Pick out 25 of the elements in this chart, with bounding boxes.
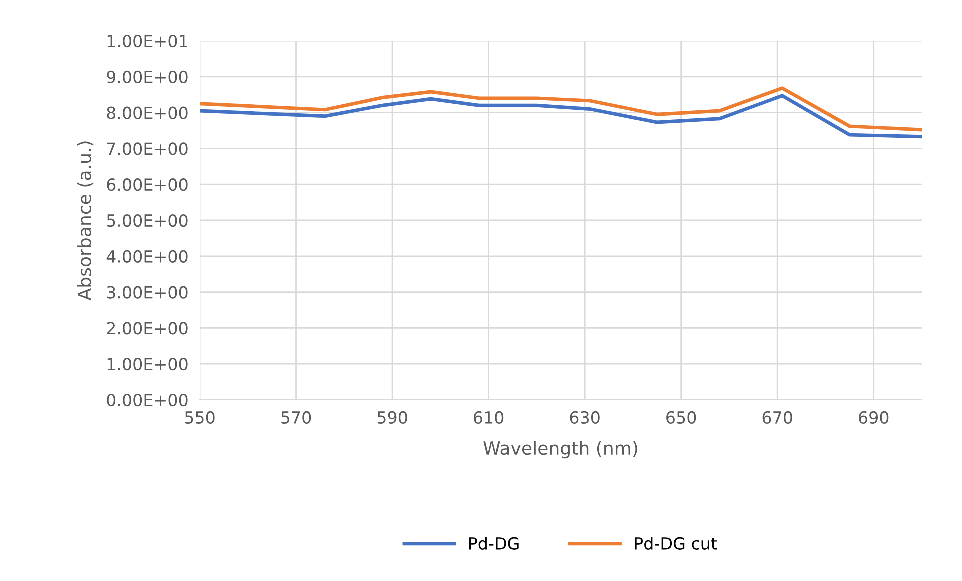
y-tick-label: 8.00E+00	[107, 106, 188, 120]
y-tick-label: 3.00E+00	[107, 286, 188, 299]
y-tick-label: 4.00E+00	[106, 250, 188, 263]
x-axis-title: Wavelength (nm)	[484, 441, 638, 459]
legend-label: Pd-DG	[469, 537, 519, 550]
x-tick-label: 550	[185, 411, 215, 424]
y-tick-label: 5.00E+00	[107, 214, 188, 228]
x-tick-label: 630	[570, 411, 600, 424]
x-tick-label: 610	[474, 411, 504, 424]
legend-label: Pd-DG cut	[635, 537, 718, 550]
y-tick-label: 2.00E+00	[107, 322, 188, 335]
y-tick-label: 1.00E+01	[108, 34, 188, 48]
line-series	[200, 86, 922, 132]
x-tick-label: 590	[378, 411, 408, 424]
y-tick-label: 6.00E+00	[107, 178, 188, 192]
x-tick-label: 650	[666, 411, 696, 424]
x-tick-label: 570	[282, 411, 312, 424]
y-tick-label: 7.00E+00	[107, 142, 188, 156]
y-axis-title: Absorbance (a.u.)	[77, 142, 94, 301]
y-tick-label: 1.00E+00	[108, 358, 188, 371]
line-series	[200, 94, 922, 139]
y-tick-label: 0.00E+00	[107, 394, 188, 407]
x-tick-label: 690	[859, 411, 889, 424]
y-tick-label: 9.00E+00	[107, 70, 188, 84]
x-tick-label: 670	[762, 411, 792, 424]
